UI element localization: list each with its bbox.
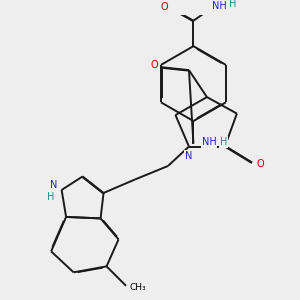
Text: H: H: [220, 137, 227, 147]
Text: N: N: [185, 151, 192, 160]
Text: O: O: [160, 2, 168, 12]
Text: H: H: [229, 0, 236, 9]
Text: N: N: [50, 181, 57, 190]
Text: O: O: [256, 159, 264, 169]
Text: NH: NH: [212, 1, 226, 11]
Text: CH₃: CH₃: [130, 283, 146, 292]
Text: O: O: [150, 60, 158, 70]
Text: NH: NH: [202, 137, 216, 147]
Text: H: H: [47, 191, 55, 202]
